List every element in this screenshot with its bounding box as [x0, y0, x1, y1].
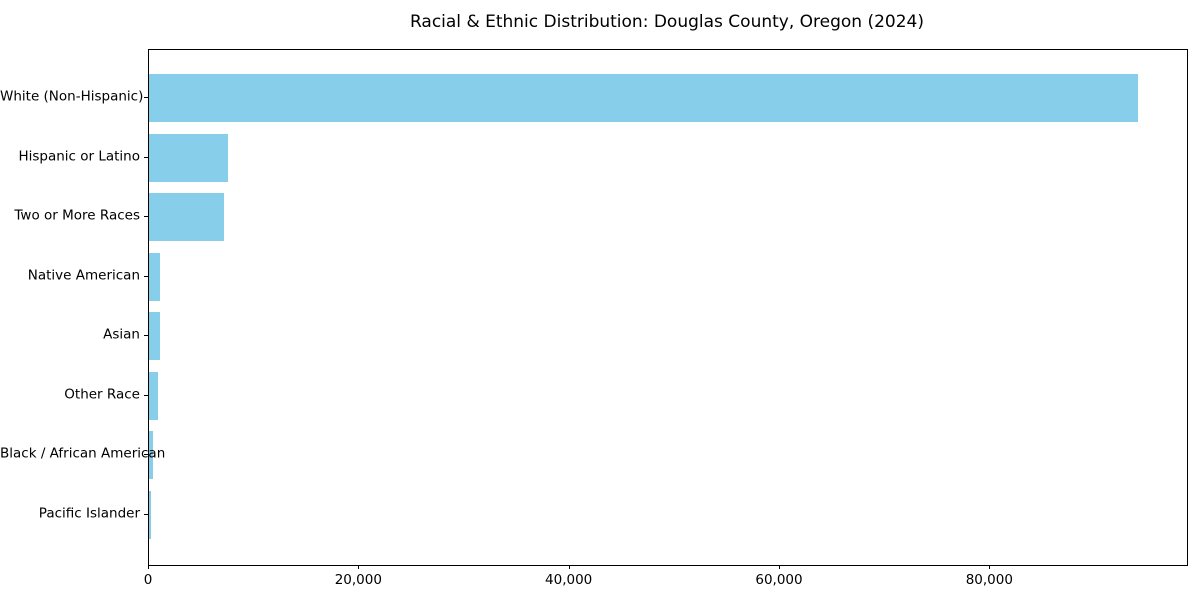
- y-axis-tick: [144, 275, 148, 277]
- y-axis-label: Native American: [27, 266, 140, 283]
- y-axis-label: Black / African American: [0, 445, 166, 462]
- x-axis-tick: [358, 565, 360, 569]
- x-axis-label: 60,000: [755, 572, 803, 588]
- x-axis-label: 40,000: [545, 572, 593, 588]
- y-axis-label: Two or More Races: [14, 207, 140, 224]
- y-axis-tick: [144, 335, 148, 336]
- x-axis-label: 80,000: [965, 572, 1013, 588]
- bar-hispanic-or-latino: [149, 133, 228, 182]
- y-axis-tick: [144, 216, 148, 217]
- bar-white-non-hispanic: [149, 74, 1138, 122]
- y-axis-label: Other Race: [64, 385, 140, 402]
- x-axis-tick: [568, 565, 570, 569]
- plot-area: [148, 49, 1188, 566]
- bar-native-american: [149, 252, 161, 301]
- y-axis-label: Asian: [103, 326, 140, 343]
- y-axis-tick: [144, 394, 148, 396]
- x-axis-tick: [148, 565, 149, 569]
- chart-title: Racial & Ethnic Distribution: Douglas Co…: [409, 12, 925, 32]
- y-axis-tick: [144, 454, 148, 455]
- y-axis-tick: [144, 156, 148, 158]
- bar-two-or-more-races: [149, 193, 225, 241]
- bar-pacific-islander: [149, 490, 151, 539]
- y-axis-tick: [144, 97, 148, 98]
- bar-black-african-american: [149, 431, 154, 479]
- bar-other-race: [149, 371, 159, 420]
- y-axis-tick: [144, 513, 148, 515]
- x-axis-label: 0: [143, 572, 153, 588]
- y-axis-label: Hispanic or Latino: [18, 147, 140, 164]
- x-axis-tick: [779, 565, 780, 569]
- y-axis-label: Pacific Islander: [38, 504, 140, 521]
- x-axis-tick: [989, 565, 991, 569]
- y-axis-label: White (Non-Hispanic): [0, 88, 144, 105]
- x-axis-label: 20,000: [334, 572, 382, 588]
- bar-asian: [149, 312, 160, 360]
